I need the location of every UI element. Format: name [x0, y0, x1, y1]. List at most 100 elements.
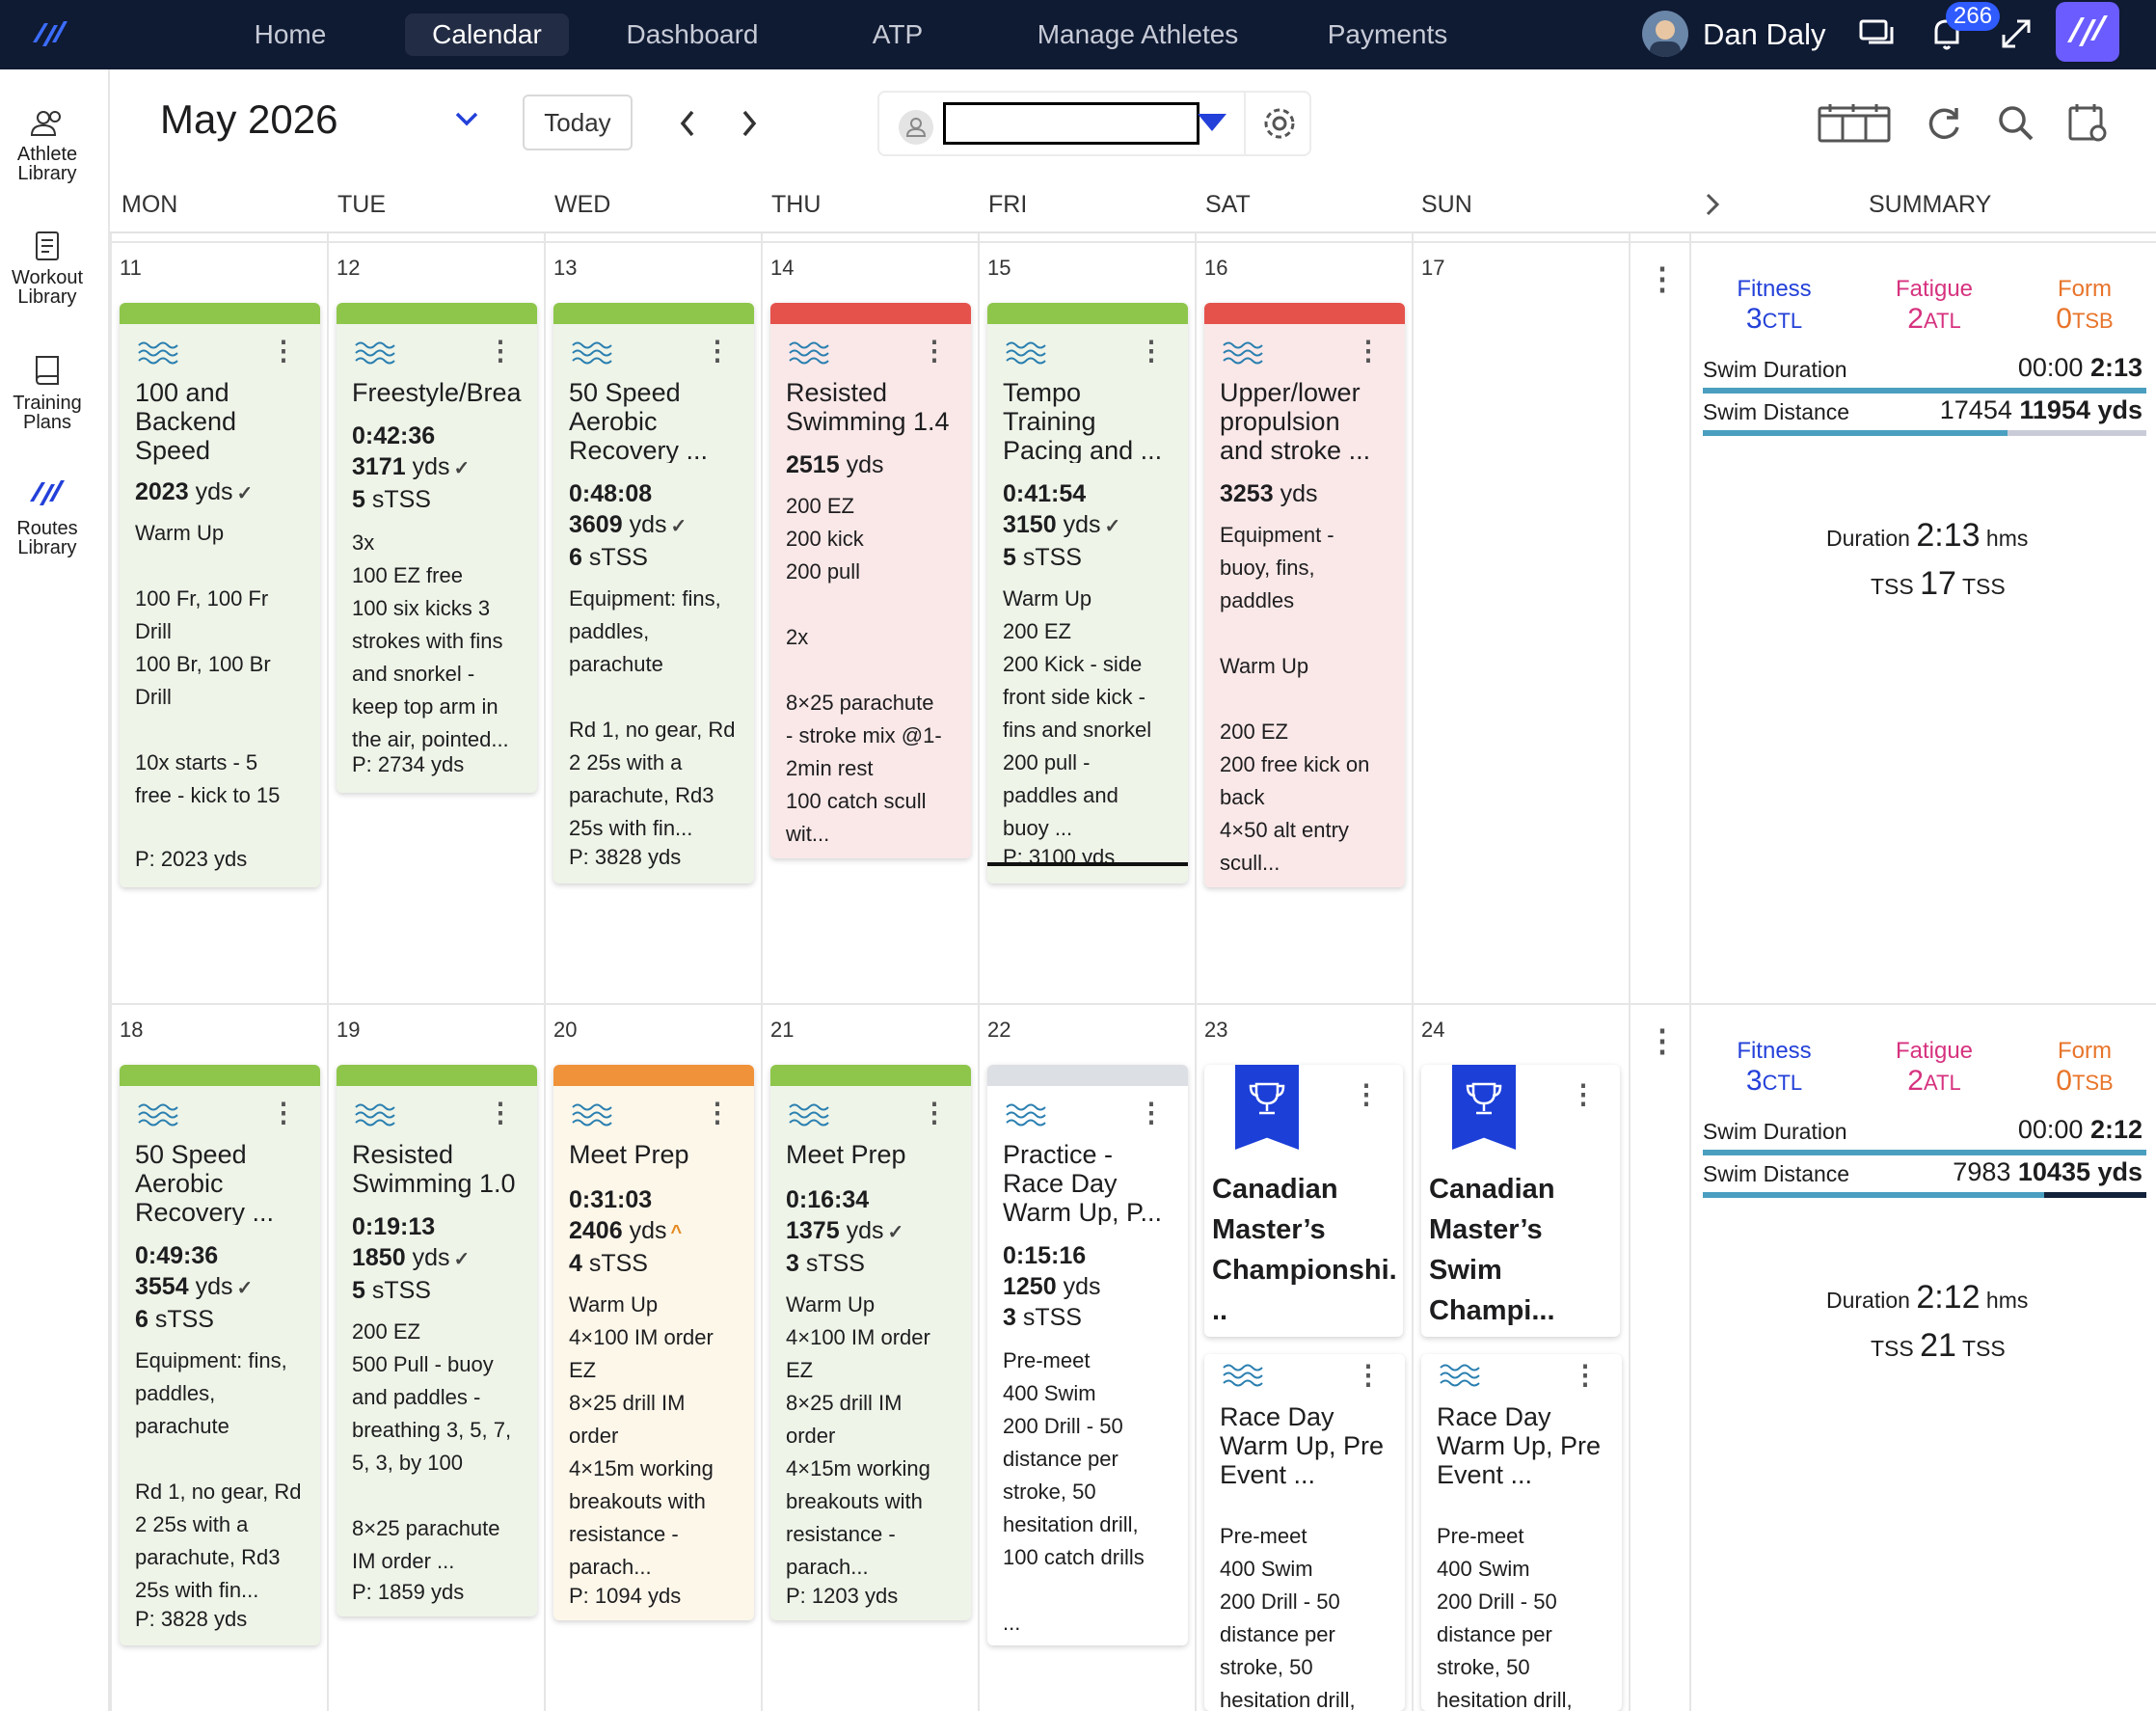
workout-card[interactable]: ⋮ Freestyle/Brea 0:42:36 3171 yds ✓ 5 sTS…: [337, 303, 537, 793]
workout-title: Race Day Warm Up, Pre Event ...: [1220, 1402, 1385, 1487]
app-switcher-tile[interactable]: [2056, 2, 2119, 62]
yds-value: 1375: [786, 1217, 840, 1244]
nav-manage-athletes[interactable]: Manage Athletes: [1037, 19, 1239, 49]
workout-description: Pre-meet 400 Swim 200 Drill - 50 distanc…: [1437, 1524, 1573, 1711]
tss-value: 17: [1920, 565, 1956, 602]
fitness-unit: CTL: [1762, 309, 1803, 333]
event-card[interactable]: ⋮ Canadian Master’s Swim Champi...: [1421, 1065, 1620, 1337]
more-options-icon[interactable]: ⋮: [1353, 1079, 1380, 1109]
nav-home[interactable]: Home: [254, 19, 327, 49]
nav-payments[interactable]: Payments: [1327, 19, 1448, 49]
search-icon[interactable]: [1993, 100, 2037, 145]
refresh-icon[interactable]: [1922, 100, 1966, 145]
today-button[interactable]: Today: [523, 95, 633, 150]
app-logo-icon[interactable]: [29, 14, 71, 56]
workout-stats: 0:31:03 2406 yds ^ 4 sTSS: [569, 1184, 746, 1279]
fitness-metric: Fitness 3CTL: [1718, 276, 1830, 336]
workout-description: Pre-meet 400 Swim 200 Drill - 50 distanc…: [1220, 1524, 1356, 1711]
more-options-icon[interactable]: ⋮: [1355, 1360, 1382, 1390]
workout-title: Tempo Training Pacing and ...: [1003, 378, 1163, 463]
more-options-icon[interactable]: ⋮: [921, 336, 948, 366]
form-unit: TSB: [2071, 1071, 2114, 1095]
more-options-icon[interactable]: ⋮: [270, 1098, 297, 1127]
nav-calendar[interactable]: Calendar: [405, 14, 569, 56]
yds-value: 3171: [352, 453, 406, 480]
chevron-down-icon[interactable]: [453, 108, 480, 131]
workout-description: 3x 100 EZ free 100 six kicks 3 strokes w…: [352, 530, 509, 751]
sidebar-item-athlete-library[interactable]: Athlete Library: [0, 108, 94, 183]
swim-icon: [1006, 1103, 1046, 1127]
date-number: 16: [1204, 256, 1228, 280]
more-options-icon[interactable]: ⋮: [1138, 1098, 1165, 1127]
top-navigation-bar: Home Calendar Dashboard ATP Manage Athle…: [0, 0, 2156, 69]
duration-value: 0:42:36: [352, 422, 436, 449]
expand-icon[interactable]: [1994, 12, 2038, 56]
more-options-icon[interactable]: ⋮: [1647, 1023, 1678, 1058]
workout-card[interactable]: ⋮ Resisted Swimming 1.4 2515 yds 200 EZ …: [770, 303, 971, 858]
workout-card[interactable]: ⋮ 50 Speed Aerobic Recovery ... 0:48:08 …: [553, 303, 754, 883]
more-options-icon[interactable]: ⋮: [1647, 261, 1678, 296]
check-icon: ✓: [236, 483, 254, 504]
workout-description: Pre-meet 400 Swim 200 Drill - 50 distanc…: [1003, 1348, 1145, 1635]
swim-distance-label: Swim Distance: [1703, 399, 1850, 424]
grid-line: [978, 233, 980, 1711]
user-name[interactable]: Dan Daly: [1703, 17, 1826, 51]
workout-description: Equipment - buoy, fins, paddles Warm Up …: [1220, 523, 1370, 875]
workout-title: Meet Prep: [786, 1140, 906, 1169]
sidebar-item-training-plans[interactable]: Training Plans: [0, 353, 94, 432]
settings-button[interactable]: [1244, 93, 1311, 154]
workout-card[interactable]: ⋮ Tempo Training Pacing and ... 0:41:54 …: [987, 303, 1188, 883]
nav-dashboard[interactable]: Dashboard: [626, 19, 759, 49]
dropdown-caret-icon[interactable]: [1198, 114, 1226, 131]
chevron-right-icon[interactable]: [735, 106, 764, 141]
workout-card[interactable]: ⋮ Resisted Swimming 1.0 0:19:13 1850 yds…: [337, 1065, 537, 1616]
sidebar-item-workout-library[interactable]: Workout Library: [0, 230, 94, 307]
workout-card[interactable]: ⋮ Upper/lower propulsion and stroke ... …: [1204, 303, 1405, 887]
workout-card[interactable]: ⋮ Race Day Warm Up, Pre Event ... Pre-me…: [1421, 1354, 1622, 1711]
day-header-mon: MON: [121, 191, 178, 218]
workout-title: Practice - Race Day Warm Up, P...: [1003, 1140, 1163, 1225]
workout-card[interactable]: ⋮ 50 Speed Aerobic Recovery ... 0:49:36 …: [120, 1065, 320, 1645]
workout-card[interactable]: ⋮ Race Day Warm Up, Pre Event ... Pre-me…: [1204, 1354, 1405, 1711]
fatigue-unit: ATL: [1923, 1071, 1961, 1095]
event-card[interactable]: ⋮ Canadian Master’s Championshi. ..: [1204, 1065, 1403, 1337]
more-options-icon[interactable]: ⋮: [1138, 336, 1165, 366]
week-view-icon[interactable]: [1817, 100, 1892, 145]
athlete-search-input[interactable]: [943, 102, 1199, 145]
avatar[interactable]: [1642, 11, 1688, 57]
chevron-left-icon[interactable]: [673, 106, 702, 141]
workout-card[interactable]: ⋮ Practice - Race Day Warm Up, P... 0:15…: [987, 1065, 1188, 1645]
tss-total: TSS 17 TSS: [1871, 565, 2006, 603]
calendar-settings-icon[interactable]: [2065, 100, 2110, 145]
workout-card[interactable]: ⋮ Meet Prep 0:31:03 2406 yds ^ 4 sTSS War…: [553, 1065, 754, 1620]
duration-value: 0:19:13: [352, 1213, 436, 1240]
more-options-icon[interactable]: ⋮: [1355, 336, 1382, 366]
more-options-icon[interactable]: ⋮: [487, 1098, 514, 1127]
more-options-icon[interactable]: ⋮: [704, 336, 731, 366]
more-options-icon[interactable]: ⋮: [1570, 1079, 1597, 1109]
chevron-right-icon[interactable]: [1703, 191, 1722, 218]
more-options-icon[interactable]: ⋮: [487, 336, 514, 366]
grid-line: [761, 233, 763, 1711]
yds-unit: yds: [195, 1273, 233, 1300]
swim-icon: [1440, 1364, 1480, 1387]
sidebar-item-routes-library[interactable]: Routes Library: [0, 475, 94, 557]
routes-logo-icon: [2067, 15, 2108, 46]
chat-icon[interactable]: [1855, 12, 1900, 56]
workout-card[interactable]: ⋮ Meet Prep 0:16:34 1375 yds ✓ 3 sTSS War…: [770, 1065, 971, 1620]
day-header-wed: WED: [554, 191, 611, 218]
nav-atp[interactable]: ATP: [872, 19, 924, 49]
fatigue-value: 2: [1907, 1065, 1924, 1097]
duration-value: 0:41:54: [1003, 480, 1087, 507]
yds-value: 2515: [786, 451, 840, 478]
workout-card[interactable]: ⋮ 100 and Backend Speed 2023 yds ✓ Warm U…: [120, 303, 320, 887]
more-options-icon[interactable]: ⋮: [1572, 1360, 1599, 1390]
more-options-icon[interactable]: ⋮: [921, 1098, 948, 1127]
workout-title: Upper/lower propulsion and stroke ...: [1220, 378, 1371, 463]
duration-value: 2:12: [1916, 1279, 1981, 1316]
tss-unit: TSS: [1961, 1336, 2006, 1361]
check-icon: ✓: [453, 458, 471, 479]
more-options-icon[interactable]: ⋮: [704, 1098, 731, 1127]
more-options-icon[interactable]: ⋮: [270, 336, 297, 366]
duration-value: 0:49:36: [135, 1242, 219, 1269]
